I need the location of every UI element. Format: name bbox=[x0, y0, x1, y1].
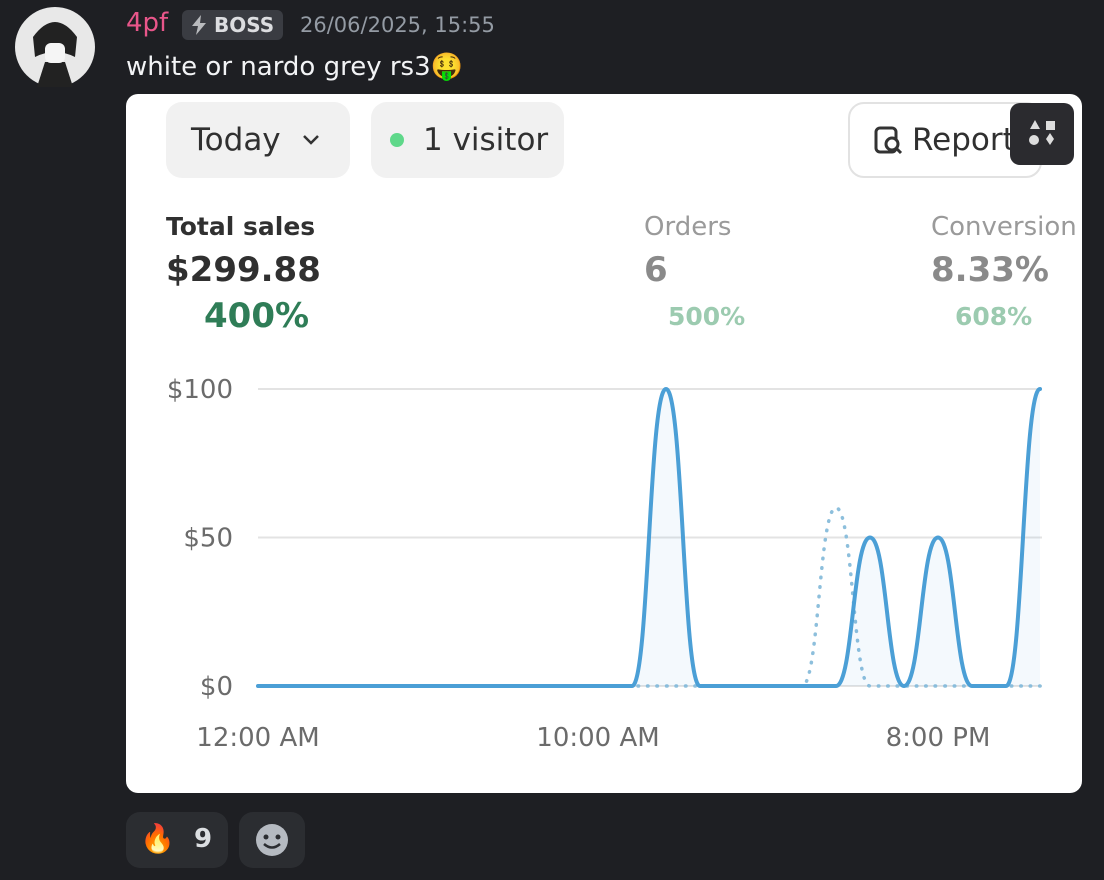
message-text: white or nardo grey rs3🤑 bbox=[126, 52, 464, 82]
metric-change: 400% bbox=[204, 296, 310, 336]
visitors-text: 1 visitor bbox=[423, 122, 549, 158]
metric-change: 500% bbox=[668, 302, 746, 331]
reaction[interactable]: 🔥 9 bbox=[126, 812, 228, 868]
visitors-pill[interactable]: 1 visitor bbox=[371, 102, 564, 178]
y-tick-label: $100 bbox=[167, 375, 233, 405]
metric-label: Orders bbox=[644, 212, 732, 242]
badge: BOSS bbox=[182, 10, 283, 40]
metric-value: 8.33% bbox=[931, 250, 1049, 290]
badge-text: BOSS bbox=[214, 13, 275, 37]
metric-change: 608% bbox=[955, 302, 1033, 331]
y-tick-label: $0 bbox=[200, 672, 233, 702]
sales-chart: $0 $50 $100 12:00 AM 10:00 AM 8:00 PM bbox=[167, 375, 1042, 753]
report-text: Report bbox=[912, 122, 1015, 158]
x-tick-label: 12:00 AM bbox=[196, 723, 319, 753]
avatar[interactable] bbox=[15, 7, 95, 87]
reaction-count: 9 bbox=[194, 824, 213, 854]
metric-value: 6 bbox=[644, 250, 668, 290]
x-tick-label: 8:00 PM bbox=[886, 723, 991, 753]
metric-label: Total sales bbox=[166, 212, 316, 241]
report-button[interactable]: Report bbox=[848, 102, 1042, 178]
embedded-image[interactable]: Today 1 visitor Report Total sales $299.8… bbox=[126, 94, 1082, 793]
reaction-emoji: 🔥 bbox=[140, 822, 175, 855]
username[interactable]: 4pf bbox=[126, 8, 169, 38]
y-tick-label: $50 bbox=[183, 524, 233, 554]
date-filter[interactable]: Today bbox=[166, 102, 350, 178]
x-tick-label: 10:00 AM bbox=[536, 723, 659, 753]
line bbox=[256, 386, 1042, 689]
timestamp: 26/06/2025, 15:55 bbox=[300, 13, 495, 37]
metric-label: Conversion bbox=[931, 212, 1077, 242]
app-icon[interactable] bbox=[1010, 103, 1074, 165]
date-filter-text: Today bbox=[191, 122, 281, 158]
add-reaction[interactable] bbox=[239, 812, 305, 868]
metric-value: $299.88 bbox=[166, 250, 321, 290]
